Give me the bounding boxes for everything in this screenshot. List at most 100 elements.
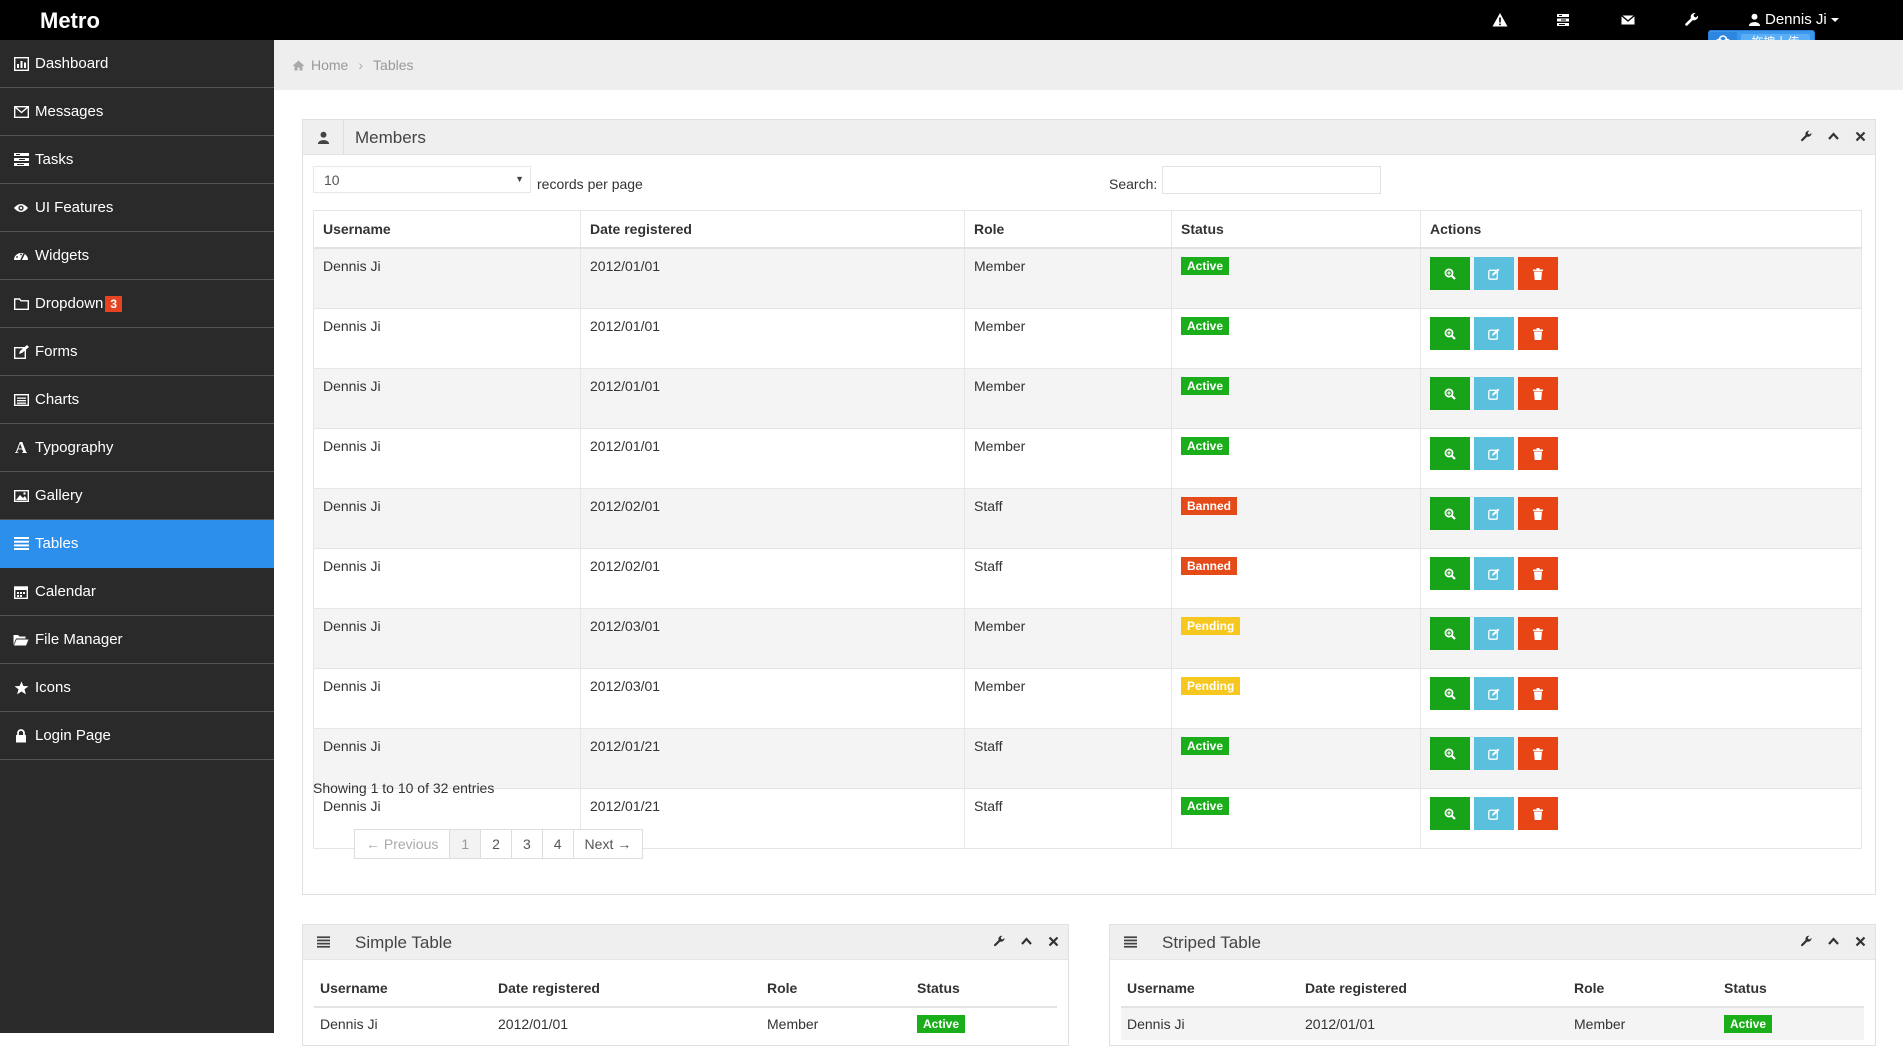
view-button[interactable] [1430,317,1470,350]
cell-actions [1420,548,1862,609]
cell-date: 2012/03/01 [580,668,965,729]
sidebar-item-messages[interactable]: Messages [0,88,274,136]
sidebar-item-typography[interactable]: A Typography [0,424,274,472]
edit-button[interactable] [1474,437,1514,470]
delete-button[interactable] [1518,797,1558,830]
delete-button[interactable] [1518,377,1558,410]
pagination-page[interactable]: 4 [542,830,574,858]
wrench-icon[interactable] [1684,12,1702,30]
cell-role: Member [964,428,1172,489]
cell-status: Active [1718,1006,1864,1040]
chevron-up-icon[interactable] [1020,935,1033,948]
edit-button[interactable] [1474,797,1514,830]
cell-date: 2012/01/01 [1299,1006,1568,1040]
sidebar-item-label: Tasks [35,151,74,168]
envelope-icon[interactable] [1620,12,1638,30]
delete-button[interactable] [1518,677,1558,710]
column-header-status: Status [911,970,1057,1008]
view-button[interactable] [1430,497,1470,530]
view-button[interactable] [1430,617,1470,650]
chevron-up-icon[interactable] [1827,130,1840,143]
view-button[interactable] [1430,677,1470,710]
home-icon [292,60,305,71]
view-button[interactable] [1430,377,1470,410]
delete-button[interactable] [1518,737,1558,770]
cell-status: Active [911,1006,1057,1040]
warning-icon[interactable] [1492,12,1510,30]
edit-button[interactable] [1474,377,1514,410]
pagination-previous[interactable]: ← Previous [355,830,451,858]
pagination-page[interactable]: 1 [450,830,482,858]
delete-button[interactable] [1518,557,1558,590]
edit-button[interactable] [1474,557,1514,590]
records-per-page-label: records per page [537,176,643,192]
delete-button[interactable] [1518,437,1558,470]
edit-icon [12,343,30,361]
column-header-date-registered[interactable]: Date registered [580,210,965,249]
sidebar-item-charts[interactable]: Charts [0,376,274,424]
user-icon [303,120,344,154]
sidebar-item-file-manager[interactable]: File Manager [0,616,274,664]
cell-role: Member [964,368,1172,429]
cell-username: Dennis Ji [313,488,581,549]
delete-button[interactable] [1518,257,1558,290]
tasks-icon [12,151,30,169]
view-button[interactable] [1430,557,1470,590]
cell-actions [1420,308,1862,369]
sidebar-item-login-page[interactable]: Login Page [0,712,274,760]
edit-button[interactable] [1474,497,1514,530]
view-button[interactable] [1430,737,1470,770]
column-header-role[interactable]: Role [964,210,1172,249]
edit-button[interactable] [1474,737,1514,770]
close-icon[interactable] [1047,935,1060,948]
view-button[interactable] [1430,257,1470,290]
wrench-icon[interactable] [1800,130,1813,143]
view-button[interactable] [1430,797,1470,830]
members-title: Members [355,128,426,147]
column-header-status[interactable]: Status [1171,210,1421,249]
records-per-page-select[interactable]: 10 ▼ [313,166,531,193]
edit-icon [1488,688,1500,700]
table-row: Dennis Ji 2012/01/01 Member Active [313,308,1862,369]
trash-icon [1533,567,1543,580]
calendar-icon [12,583,30,601]
sidebar-item-ui-features[interactable]: UI Features [0,184,274,232]
align-justify-icon [1110,925,1150,959]
wrench-icon[interactable] [993,935,1006,948]
breadcrumb-home-link[interactable]: Home [311,57,349,73]
delete-button[interactable] [1518,317,1558,350]
chevron-up-icon[interactable] [1827,935,1840,948]
edit-button[interactable] [1474,257,1514,290]
delete-button[interactable] [1518,497,1558,530]
sidebar-item-forms[interactable]: Forms [0,328,274,376]
close-icon[interactable] [1854,130,1867,143]
tasks-icon[interactable] [1555,12,1573,30]
sidebar-item-calendar[interactable]: Calendar [0,568,274,616]
view-button[interactable] [1430,437,1470,470]
pagination-page[interactable]: 2 [481,830,512,858]
delete-button[interactable] [1518,617,1558,650]
search-input[interactable] [1162,166,1381,194]
sidebar-item-tasks[interactable]: Tasks [0,136,274,184]
sidebar-item-tables[interactable]: Tables [0,520,274,568]
cell-role: Member [964,608,1172,669]
sidebar-item-dropdown[interactable]: Dropdown 3 [0,280,274,328]
cell-status: Active [1171,247,1421,309]
user-name: Dennis Ji [1765,11,1827,28]
sidebar-item-widgets[interactable]: Widgets [0,232,274,280]
trash-icon [1533,447,1543,460]
pagination-next[interactable]: Next → [573,830,643,858]
edit-button[interactable] [1474,677,1514,710]
edit-button[interactable] [1474,317,1514,350]
pagination-page[interactable]: 3 [511,830,543,858]
wrench-icon[interactable] [1800,935,1813,948]
user-menu[interactable]: Dennis Ji [1748,11,1839,28]
sidebar-item-gallery[interactable]: Gallery [0,472,274,520]
zoom-in-icon [1444,388,1456,400]
edit-button[interactable] [1474,617,1514,650]
column-header-username[interactable]: Username [313,210,581,249]
close-icon[interactable] [1854,935,1867,948]
sidebar-item-icons[interactable]: Icons [0,664,274,712]
sidebar-item-dashboard[interactable]: Dashboard [0,40,274,88]
brand-logo[interactable]: Metro [40,8,100,33]
